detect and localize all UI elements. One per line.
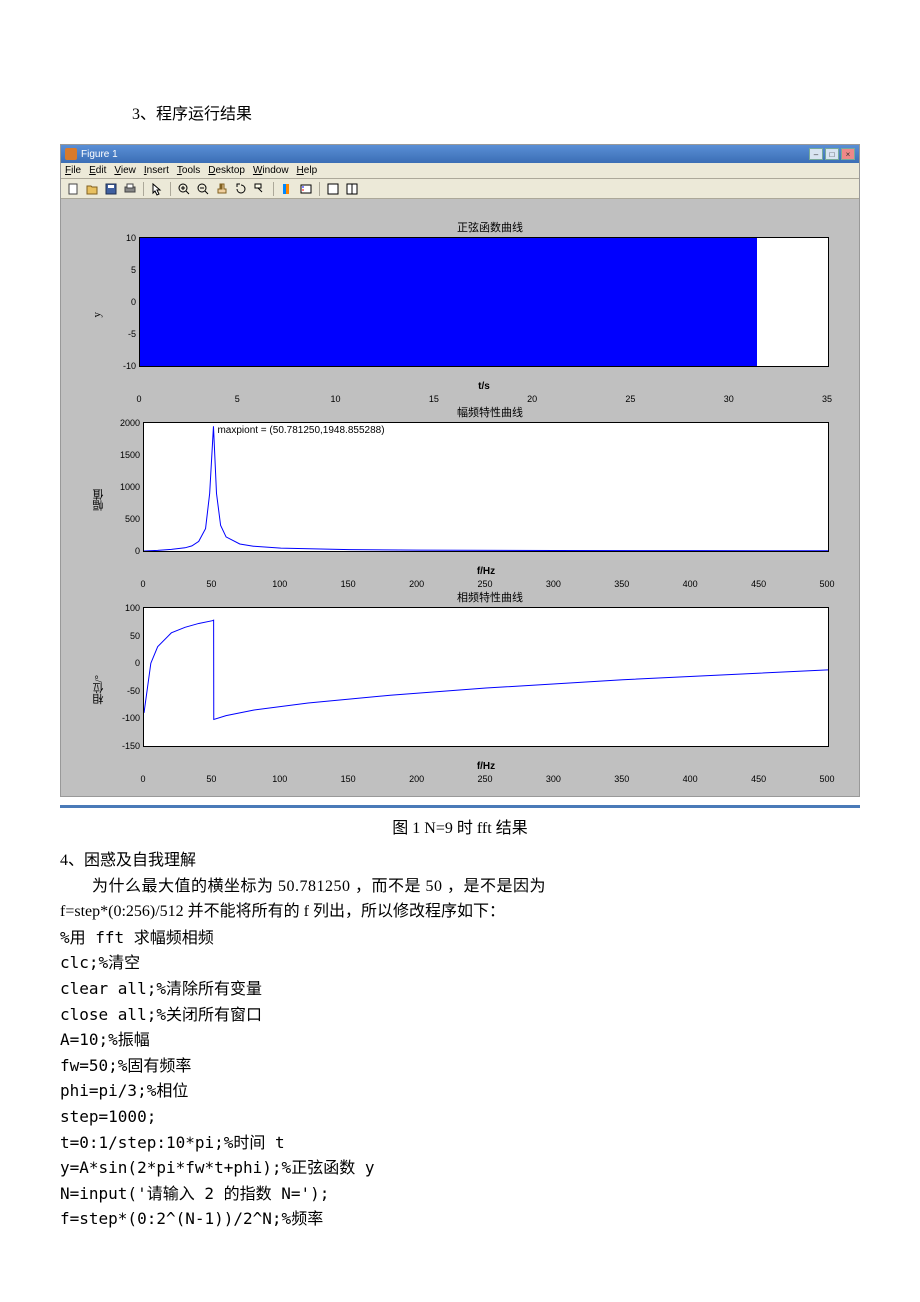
code-line: step=1000; [60, 1104, 860, 1130]
subplot1-ylabel: y [91, 312, 103, 318]
subplot2-axes: 0500100015002000 maxpiont = (50.781250,1… [143, 422, 829, 552]
subplot2-title: 幅频特性曲线 [151, 404, 829, 420]
menu-file[interactable]: File [65, 165, 81, 176]
code-line: y=A*sin(2*pi*fw*t+phi);%正弦函数 y [60, 1155, 860, 1181]
para1a: 为什么最大值的横坐标为 50.781250 ，而不是 50 ，是不是因为 [60, 874, 860, 900]
divider [60, 805, 860, 808]
insert-colorbar-icon[interactable] [279, 181, 295, 197]
code-line: phi=pi/3;%相位 [60, 1078, 860, 1104]
section-heading: 3、程序运行结果 [132, 100, 860, 124]
hide-tools-icon[interactable] [325, 181, 341, 197]
menu-window[interactable]: Window [253, 165, 289, 176]
toolbar [61, 179, 859, 199]
save-icon[interactable] [103, 181, 119, 197]
subplot2-xlabel: f/Hz [143, 566, 829, 577]
print-icon[interactable] [122, 181, 138, 197]
zoom-out-icon[interactable] [195, 181, 211, 197]
code-line: N=input('请输入 2 的指数 N='); [60, 1181, 860, 1207]
menu-tools[interactable]: Tools [177, 165, 200, 176]
menu-desktop[interactable]: Desktop [208, 165, 245, 176]
code-line: fw=50;%固有频率 [60, 1053, 860, 1079]
peak-annotation: maxpiont = (50.781250,1948.855288) [217, 425, 384, 436]
subplot2-ylabel: 幅值 [91, 489, 107, 511]
subplot1-xlabel: t/s [139, 381, 829, 392]
menu-insert[interactable]: Insert [144, 165, 169, 176]
code-line: clc;%清空 [60, 950, 860, 976]
menu-edit[interactable]: Edit [89, 165, 106, 176]
matlab-figure-window: Figure 1 – □ × File Edit View Insert Too… [60, 144, 860, 797]
code-line: close all;%关闭所有窗口 [60, 1002, 860, 1028]
section4-heading: 4、困惑及自我理解 [60, 848, 860, 874]
pan-icon[interactable] [214, 181, 230, 197]
sine-fill [140, 238, 757, 366]
code-line: f=step*(0:2^(N-1))/2^N;%频率 [60, 1206, 860, 1232]
para1b: f=step*(0:256)/512 并不能将所有的 f 列出，所以修改程序如下… [60, 899, 860, 925]
subplot3-title: 相频特性曲线 [151, 589, 829, 605]
open-icon[interactable] [84, 181, 100, 197]
window-titlebar: Figure 1 – □ × [61, 145, 859, 163]
body-text: 4、困惑及自我理解 为什么最大值的横坐标为 50.781250 ，而不是 50 … [60, 848, 860, 1232]
app-icon [65, 148, 77, 160]
subplot1-axes: -10-50510 [139, 237, 829, 367]
code-block: %用 fft 求幅频相频clc;%清空clear all;%清除所有变量clos… [60, 925, 860, 1232]
figure-caption: 图 1 N=9 时 fft 结果 [60, 814, 860, 838]
code-line: A=10;%振幅 [60, 1027, 860, 1053]
subplot1-title: 正弦函数曲线 [151, 219, 829, 235]
window-title: Figure 1 [81, 149, 118, 160]
menu-help[interactable]: Help [297, 165, 318, 176]
maximize-button[interactable]: □ [825, 148, 839, 160]
new-icon[interactable] [65, 181, 81, 197]
figure-canvas: 正弦函数曲线 y -10-50510 05101520253035 t/s 幅频… [61, 199, 859, 796]
subplot-sine: 正弦函数曲线 y -10-50510 05101520253035 t/s [91, 219, 829, 392]
pointer-icon[interactable] [149, 181, 165, 197]
show-tools-icon[interactable] [344, 181, 360, 197]
rotate-icon[interactable] [233, 181, 249, 197]
menu-view[interactable]: View [114, 165, 136, 176]
close-button[interactable]: × [841, 148, 855, 160]
minimize-button[interactable]: – [809, 148, 823, 160]
subplot3-ylabel: 相位/° [91, 675, 107, 704]
subplot-phase: www.bdocx.com 相频特性曲线 相位/° -150-100-50050… [91, 589, 829, 772]
subplot3-axes: -150-100-50050100 [143, 607, 829, 747]
code-line: clear all;%清除所有变量 [60, 976, 860, 1002]
menubar: File Edit View Insert Tools Desktop Wind… [61, 163, 859, 179]
insert-legend-icon[interactable] [298, 181, 314, 197]
datacursor-icon[interactable] [252, 181, 268, 197]
code-line: t=0:1/step:10*pi;%时间 t [60, 1130, 860, 1156]
subplot-magnitude: 幅频特性曲线 幅值 0500100015002000 maxpiont = (5… [91, 404, 829, 577]
code-line: %用 fft 求幅频相频 [60, 925, 860, 951]
subplot3-xlabel: f/Hz [143, 761, 829, 772]
zoom-in-icon[interactable] [176, 181, 192, 197]
